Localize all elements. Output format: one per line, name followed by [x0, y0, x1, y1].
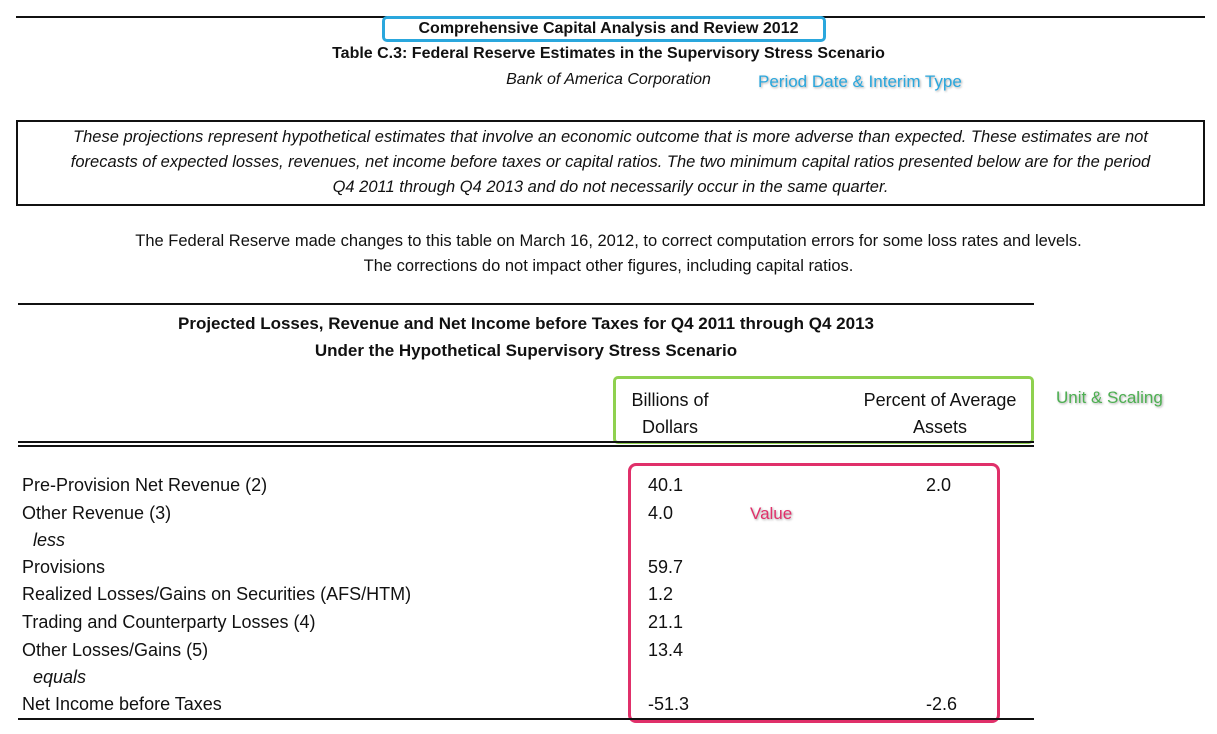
unit-annotation-label: Unit & Scaling	[1056, 388, 1163, 407]
section-top-rule	[18, 303, 1034, 305]
billions-value: 1.2	[648, 584, 674, 604]
period-annotation-label: Period Date & Interim Type	[758, 72, 962, 91]
billions-value: -51.3	[648, 694, 690, 714]
disclaimer-line: These projections represent hypothetical…	[73, 128, 1148, 146]
unit-annotation-box	[613, 376, 1034, 444]
billions-value: 21.1	[648, 612, 684, 632]
column-header-billions: Billions of Dollars	[620, 387, 720, 441]
column-header-percent: Percent of Average Assets	[852, 387, 1028, 441]
billions-value: 59.7	[648, 557, 684, 577]
percent-value: -2.6	[926, 694, 958, 714]
bottom-rule	[18, 718, 1034, 720]
row-label: Trading and Counterparty Losses (4)	[22, 612, 316, 632]
row-label: Other Revenue (3)	[22, 503, 172, 523]
value-annotation-box	[628, 463, 1000, 723]
row-label: Pre-Provision Net Revenue (2)	[22, 475, 268, 495]
disclaimer-line: Q4 2011 through Q4 2013 and do not neces…	[332, 178, 889, 196]
section-title: Projected Losses, Revenue and Net Income…	[18, 310, 1034, 364]
column-header-line: Billions of	[631, 390, 709, 410]
column-header-line: Percent of Average	[863, 390, 1017, 410]
header-double-rule-top	[18, 441, 1034, 443]
disclaimer-line: forecasts of expected losses, revenues, …	[70, 153, 1151, 171]
header-double-rule-bottom	[18, 445, 1034, 447]
billions-value: 13.4	[648, 640, 684, 660]
percent-value: 2.0	[926, 475, 952, 495]
section-title-line: Projected Losses, Revenue and Net Income…	[178, 314, 874, 333]
row-label: Net Income before Taxes	[22, 694, 222, 714]
row-connector: less	[33, 530, 66, 550]
table-title: Table C.3: Federal Reserve Estimates in …	[332, 45, 885, 62]
billions-value: 40.1	[648, 475, 684, 495]
disclaimer-box: These projections represent hypothetical…	[16, 120, 1205, 206]
row-connector: equals	[33, 667, 87, 687]
notice-line: The corrections do not impact other figu…	[363, 257, 854, 275]
section-title-line: Under the Hypothetical Supervisory Stres…	[314, 341, 738, 360]
column-header-line: Assets	[912, 417, 968, 437]
column-header-line: Dollars	[641, 417, 698, 437]
value-annotation-label: Value	[750, 504, 793, 523]
billions-value: 4.0	[648, 503, 674, 523]
notice-line: The Federal Reserve made changes to this…	[135, 232, 1082, 250]
row-label: Realized Losses/Gains on Securities (AFS…	[22, 584, 412, 604]
row-label: Provisions	[22, 557, 106, 577]
period-annotation-box	[382, 16, 826, 42]
row-label: Other Losses/Gains (5)	[22, 640, 209, 660]
page-title: Comprehensive Capital Analysis and Revie…	[418, 20, 799, 37]
company-name: Bank of America Corporation	[506, 71, 711, 88]
correction-notice: The Federal Reserve made changes to this…	[0, 229, 1217, 279]
